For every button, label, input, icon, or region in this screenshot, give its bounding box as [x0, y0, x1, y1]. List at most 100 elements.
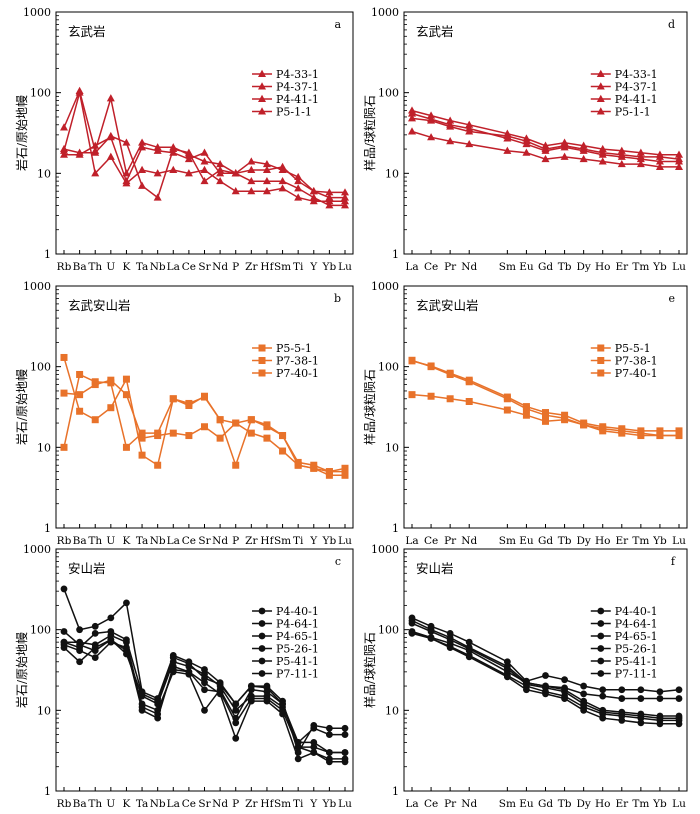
x-tick-label: Eu	[519, 261, 534, 273]
x-tick-label: Gd	[538, 535, 553, 547]
data-point	[465, 397, 473, 405]
x-tick-label: Yb	[322, 261, 337, 273]
data-point	[138, 143, 147, 151]
data-point	[76, 658, 84, 666]
data-point	[675, 427, 683, 435]
x-tick-label: Nd	[461, 798, 477, 810]
x-tick-label: Ce	[182, 261, 196, 273]
data-point	[184, 154, 193, 163]
x-tick-label: Nb	[150, 535, 166, 547]
data-point	[541, 144, 550, 153]
data-point	[200, 165, 209, 173]
legend-marker	[258, 657, 266, 665]
data-point	[91, 416, 99, 424]
y-tick-label: 1000	[371, 543, 399, 556]
data-point	[465, 127, 474, 135]
data-point	[427, 116, 436, 124]
data-point	[60, 628, 68, 635]
data-point	[310, 743, 318, 751]
legend-marker	[597, 645, 605, 652]
x-tick-label: Nd	[212, 535, 228, 547]
legend-marker	[258, 107, 267, 115]
data-point	[122, 391, 130, 399]
data-point	[169, 395, 177, 403]
data-point	[656, 432, 664, 440]
data-point	[309, 197, 318, 205]
legend: P4-33-1P4-37-1P4-41-1P5-1-1	[590, 68, 658, 119]
data-point	[201, 393, 208, 401]
x-tick-label: Ti	[293, 798, 304, 810]
legend-marker	[597, 620, 605, 627]
data-point	[503, 393, 511, 401]
x-tick-label: Dy	[576, 261, 590, 273]
x-tick-label: Gd	[538, 798, 553, 810]
data-point	[341, 188, 349, 196]
data-point	[599, 686, 607, 694]
panel-label: d	[668, 18, 675, 31]
x-tick-label: Sm	[499, 535, 516, 547]
x-tick-label: Sm	[499, 798, 516, 810]
x-tick-label: K	[123, 535, 131, 547]
data-point	[637, 686, 645, 694]
data-point	[232, 734, 240, 742]
data-point	[216, 688, 224, 696]
data-point	[76, 644, 84, 651]
data-point	[618, 429, 626, 437]
data-point	[618, 717, 626, 724]
data-point	[76, 391, 84, 399]
x-tick-label: Lu	[672, 535, 686, 547]
data-point	[278, 184, 287, 192]
y-tick-label: 10	[37, 704, 51, 717]
panel-label: c	[335, 555, 341, 568]
data-point	[560, 152, 569, 160]
data-point	[618, 425, 626, 433]
x-tick-label: Er	[615, 535, 629, 547]
x-tick-label: La	[167, 535, 180, 547]
data-point	[580, 421, 588, 429]
legend-marker	[258, 632, 266, 640]
legend-label: P4-64-1	[615, 618, 658, 631]
data-point	[522, 403, 530, 411]
data-point	[560, 141, 569, 149]
legend-label: P4-33-1	[276, 68, 319, 81]
y-tick-label: 1000	[371, 280, 399, 293]
data-point	[637, 432, 645, 440]
data-point	[278, 162, 287, 170]
series-P7-11-1	[408, 619, 683, 722]
x-tick-label: Nd	[461, 535, 477, 547]
data-point	[60, 123, 68, 131]
data-point	[446, 122, 455, 130]
legend-marker	[596, 69, 605, 77]
series-P7-40-1	[60, 376, 349, 476]
data-point	[185, 668, 193, 676]
chart-title: 安山岩	[416, 561, 454, 576]
x-tick-label: Ce	[424, 535, 438, 547]
data-point	[503, 131, 512, 140]
x-tick-label: Ce	[182, 535, 196, 547]
data-point	[542, 690, 549, 698]
data-point	[325, 749, 333, 756]
series-P4-37-1	[408, 127, 683, 170]
data-point	[427, 628, 435, 635]
data-point	[201, 666, 208, 673]
x-tick-label: Ce	[424, 798, 438, 810]
data-point	[636, 148, 645, 156]
data-point	[216, 680, 224, 688]
data-point	[341, 731, 349, 739]
x-tick-label: Lu	[672, 261, 686, 273]
x-tick-label: Nb	[150, 798, 166, 810]
data-point	[91, 629, 99, 637]
data-point	[637, 719, 645, 727]
data-point	[656, 720, 664, 728]
x-tick-label: Lu	[672, 798, 686, 810]
y-tick-label: 100	[30, 87, 51, 100]
data-point	[232, 700, 240, 708]
legend-label: P4-37-1	[615, 81, 658, 94]
data-point	[503, 673, 511, 681]
data-point	[247, 165, 256, 173]
data-point	[263, 434, 271, 442]
data-point	[60, 443, 68, 451]
data-point	[446, 395, 454, 403]
data-point	[599, 714, 607, 722]
legend: P4-40-1P4-64-1P4-65-1P5-26-1P5-41-1P7-11…	[590, 605, 658, 681]
